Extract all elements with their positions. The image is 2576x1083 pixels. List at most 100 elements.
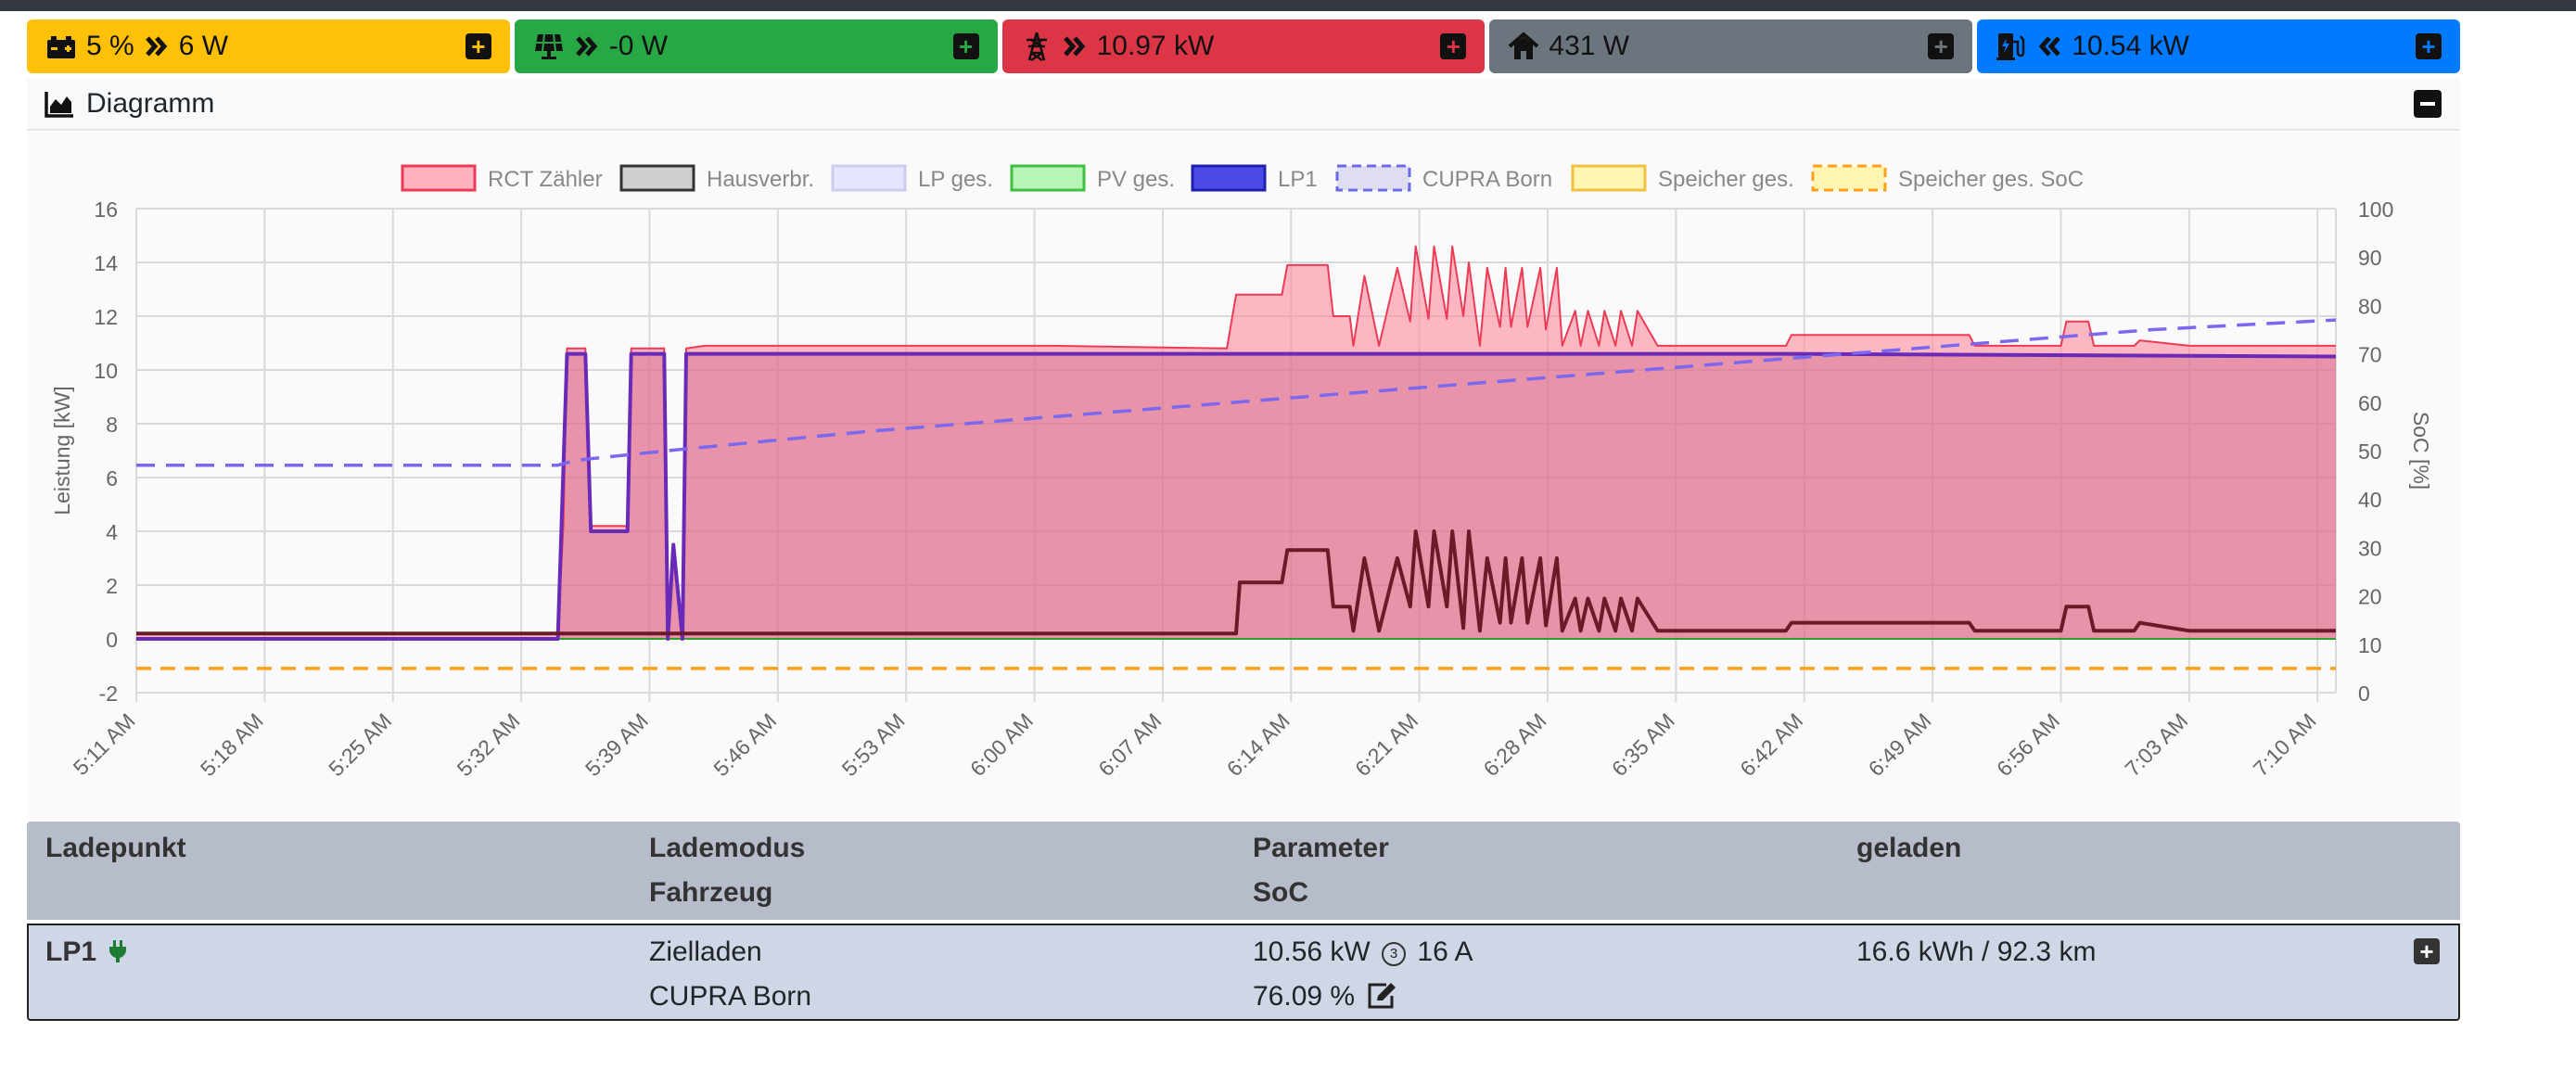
chargepoint-name-text: LP1 (45, 936, 97, 967)
legend-label: CUPRA Born (1422, 167, 1552, 192)
charge-power-value: 10.56 kW (1253, 936, 1371, 967)
y2-tick-label: 80 (2358, 294, 2382, 318)
y2-tick-label: 50 (2358, 440, 2382, 464)
charging-station-icon (1996, 31, 2027, 62)
legend-swatch (831, 164, 907, 192)
legend-label: LP ges. (918, 167, 993, 192)
house-card[interactable]: 431 W + (1489, 19, 1973, 73)
x-tick-label: 7:10 AM (2249, 708, 2321, 781)
pv-card[interactable]: -0 W + (514, 19, 998, 73)
legend-swatch (401, 164, 477, 192)
collapse-chart-button[interactable] (2414, 90, 2442, 118)
x-tick-label: 6:14 AM (1222, 708, 1294, 781)
double-chevron-left-icon (2036, 33, 2062, 59)
chart-panel-header[interactable]: Diagramm (27, 79, 2460, 131)
charge-card[interactable]: 10.54 kW + (1977, 19, 2460, 73)
y2-tick-label: 40 (2358, 488, 2382, 512)
x-tick-label: 5:32 AM (453, 708, 525, 781)
legend-label: Speicher ges. (1658, 167, 1794, 192)
y2-tick-label: 30 (2358, 536, 2382, 560)
x-tick-label: 6:49 AM (1864, 708, 1936, 781)
charge-current-value: 16 A (1417, 936, 1473, 967)
y-axis-title: Leistung [kW] (50, 386, 74, 515)
y2-tick-label: 10 (2358, 633, 2382, 657)
y-tick-label: 16 (94, 197, 118, 222)
battery-soc: 5 % (86, 31, 134, 61)
x-tick-label: 5:11 AM (69, 708, 140, 780)
header-ladepunkt: Ladepunkt (45, 833, 186, 863)
double-chevron-right-icon (1062, 33, 1088, 59)
y2-tick-label: 0 (2358, 682, 2370, 706)
house-expand-button[interactable]: + (1928, 33, 1955, 59)
y-tick-label: 10 (94, 359, 118, 383)
edit-icon[interactable] (1366, 982, 1397, 1010)
energy-chart: -2 0 2 4 6 8 10 12 14 16 0 10 20 30 40 50 60 70 80 90 100 5:1… (27, 133, 2460, 819)
chargepoint-row[interactable]: LP1 Zielladen CUPRA Born 10.56 kW 3 16 A… (27, 924, 2460, 1021)
power-cards: 5 % 6 W + -0 W + 10.97 kW + 431 W + (27, 19, 2460, 73)
chart-area-icon (44, 88, 75, 120)
legend-label: PV ges. (1097, 167, 1175, 192)
double-chevron-right-icon (574, 33, 600, 59)
x-tick-label: 6:07 AM (1093, 708, 1166, 781)
legend-swatch (1571, 164, 1647, 192)
battery-expand-button[interactable]: + (465, 33, 491, 59)
legend-swatch (1811, 164, 1887, 192)
x-tick-label: 5:18 AM (196, 708, 268, 781)
y-tick-label: 6 (106, 466, 118, 491)
legend-swatch (619, 164, 695, 192)
series-line-lp1 (136, 351, 2337, 641)
series-line-hausverbr- (136, 529, 2336, 636)
power-tower-icon (1021, 31, 1052, 62)
vehicle-soc-value: 76.09 % (1253, 981, 1356, 1012)
charge-power: 10.54 kW (2072, 31, 2189, 61)
battery-power: 6 W (178, 31, 229, 61)
series-area-lp1 (136, 353, 2336, 639)
vehicle-soc[interactable]: 76.09 % (1253, 981, 1397, 1013)
y-tick-label: 8 (106, 413, 118, 437)
phase-count-badge: 3 (1382, 942, 1407, 966)
plug-icon (109, 940, 127, 962)
x-tick-label: 5:39 AM (580, 708, 653, 781)
legend-label: Speicher ges. SoC (1898, 167, 2084, 192)
x-tick-label: 5:53 AM (837, 708, 910, 781)
y2-axis-title: SoC [%] (2409, 412, 2433, 490)
y2-tick-label: 90 (2358, 246, 2382, 270)
grid-expand-button[interactable]: + (1440, 33, 1467, 59)
pv-power: -0 W (608, 31, 669, 61)
header-geladen: geladen (1856, 833, 1962, 863)
legend-swatch (1335, 164, 1411, 192)
charge-mode[interactable]: Zielladen (649, 936, 762, 967)
y-tick-label: 14 (94, 251, 118, 275)
double-chevron-right-icon (144, 33, 170, 59)
legend-swatch (1191, 164, 1267, 192)
y2-tick-label: 70 (2358, 343, 2382, 367)
x-tick-label: 6:35 AM (1607, 708, 1679, 781)
header-soc: SoC (1253, 877, 1308, 908)
x-tick-label: 6:00 AM (965, 708, 1038, 781)
charge-expand-button[interactable]: + (2415, 33, 2442, 59)
x-tick-label: 6:21 AM (1350, 708, 1422, 781)
y-tick-label: 2 (106, 574, 118, 598)
row-expand-button[interactable]: + (2414, 937, 2440, 965)
pv-expand-button[interactable]: + (952, 33, 979, 59)
chargepoint-name[interactable]: LP1 (45, 936, 128, 968)
grid-card[interactable]: 10.97 kW + (1001, 19, 1486, 73)
charged-energy: 16.6 kWh / 92.3 km (1856, 936, 2097, 967)
top-navbar (0, 0, 2576, 11)
legend-label: RCT Zähler (488, 167, 603, 192)
battery-card[interactable]: 5 % 6 W + (27, 19, 510, 73)
x-tick-label: 5:46 AM (708, 708, 781, 781)
x-tick-label: 7:03 AM (2120, 708, 2192, 781)
y-tick-label: -2 (99, 682, 118, 706)
legend-label: Hausverbr. (707, 167, 814, 192)
chart-svg: -2 0 2 4 6 8 10 12 14 16 0 10 20 30 40 50 60 70 80 90 100 5:1… (50, 164, 2433, 781)
series-line-cupra-born (136, 318, 2337, 467)
header-parameter: Parameter (1253, 833, 1389, 863)
x-tick-label: 6:56 AM (1992, 708, 2064, 781)
charge-parameter: 10.56 kW 3 16 A (1253, 936, 1473, 968)
house-power: 431 W (1549, 31, 1630, 61)
home-icon (1508, 31, 1539, 62)
legend-swatch (1010, 164, 1086, 192)
solar-panel-icon (533, 31, 565, 62)
vehicle-name: CUPRA Born (649, 981, 812, 1012)
